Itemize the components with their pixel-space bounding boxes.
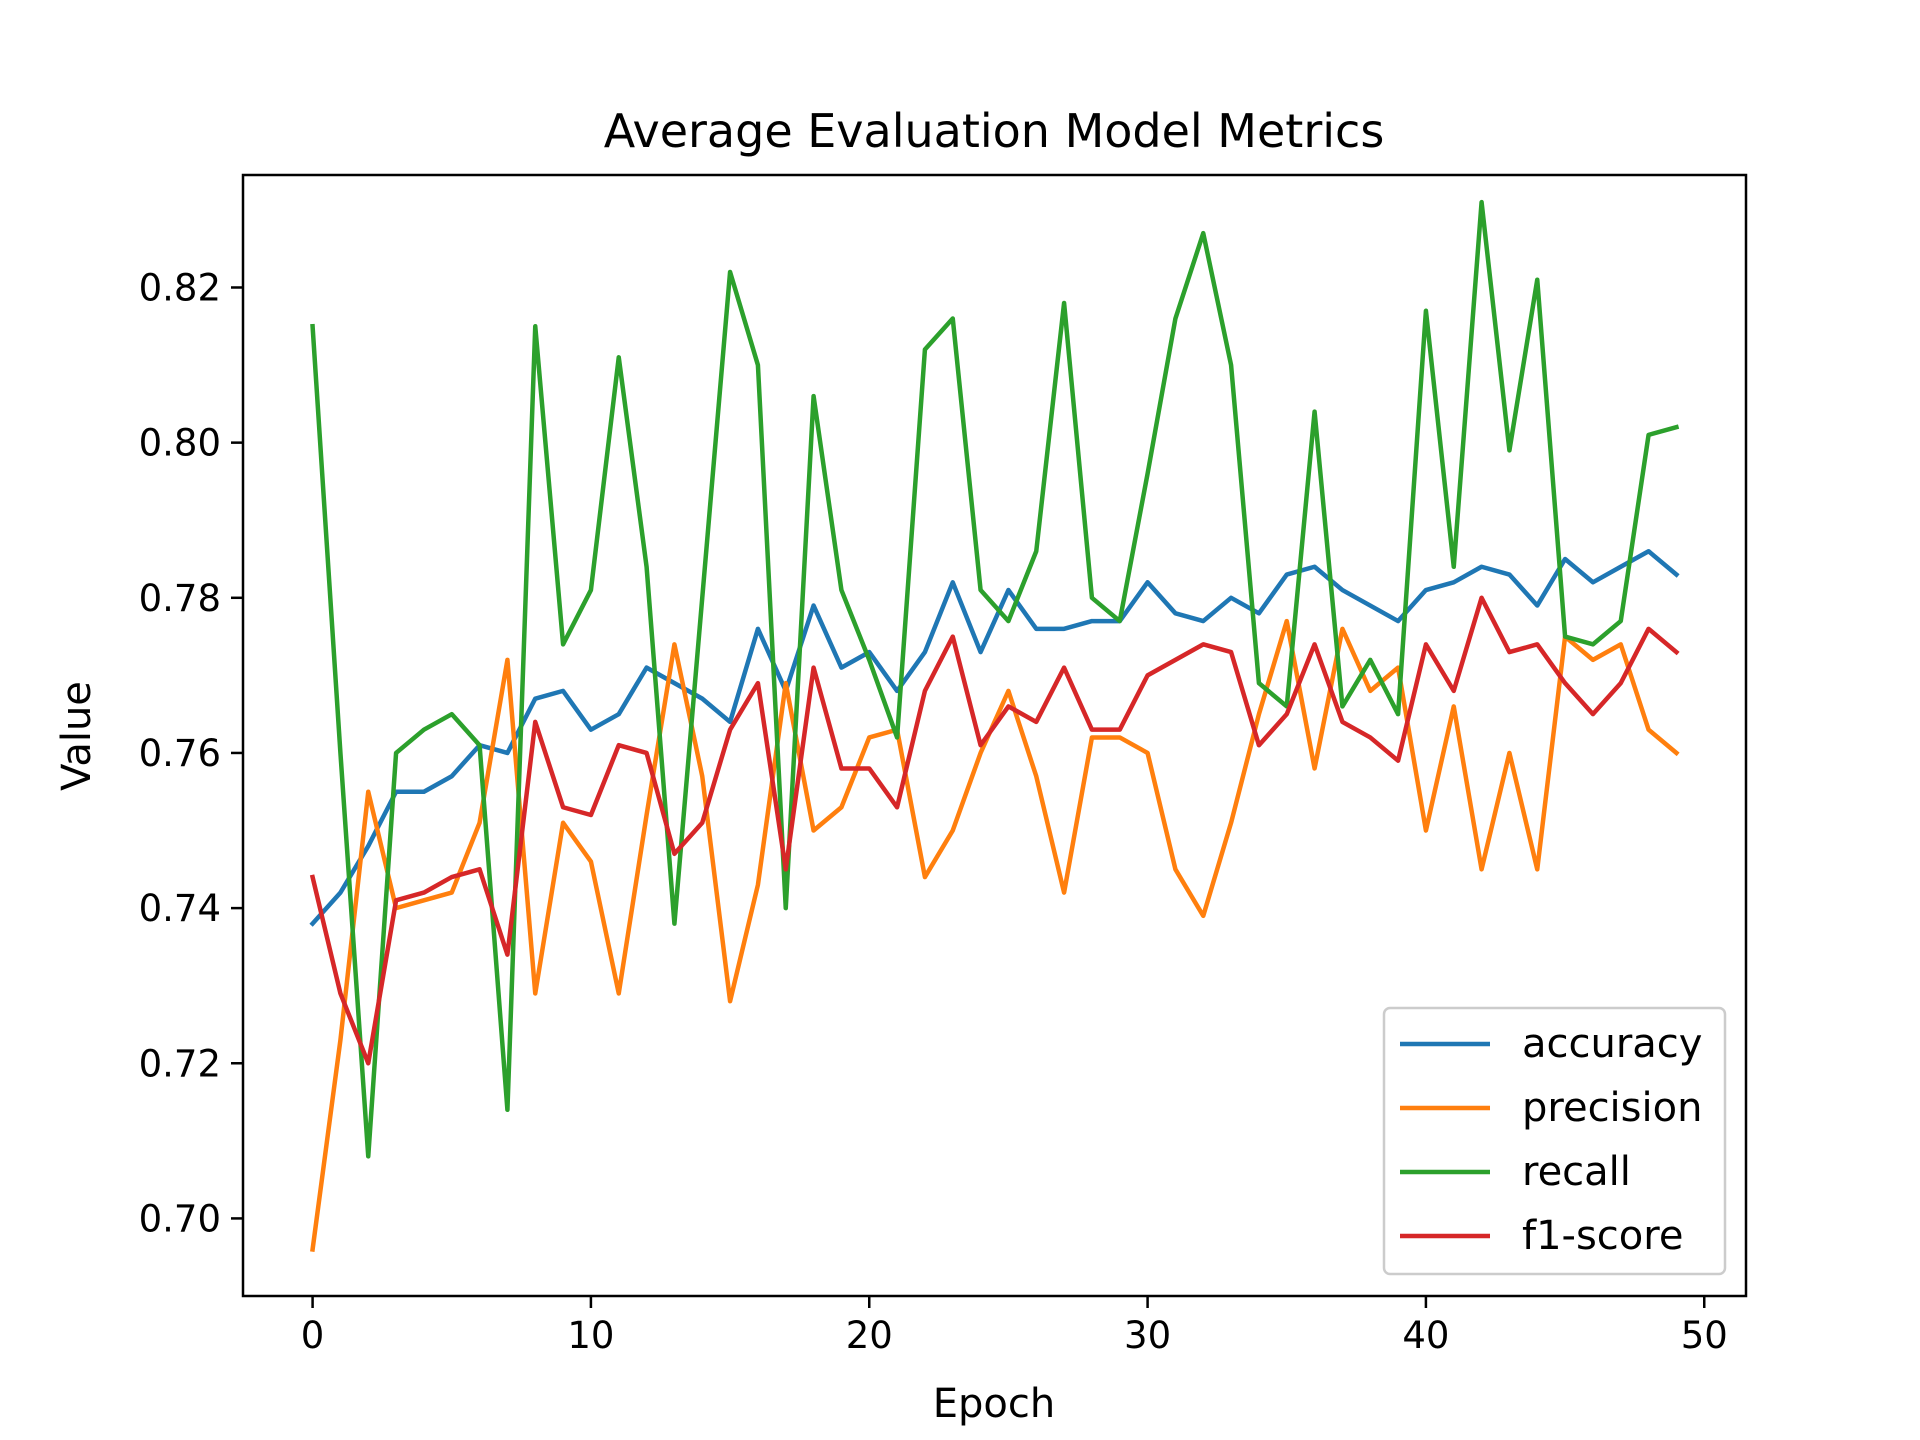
legend-label-accuracy: accuracy: [1522, 1021, 1702, 1067]
y-tick-label: 0.76: [139, 732, 221, 775]
legend-label-f1-score: f1-score: [1522, 1213, 1683, 1259]
x-axis-label: Epoch: [933, 1381, 1055, 1427]
y-axis-label: Value: [54, 681, 100, 791]
x-axis: 0 10 20 30 40 50: [301, 1296, 1728, 1357]
series-line-accuracy: [309, 549, 1680, 927]
x-tick-label: 50: [1681, 1314, 1728, 1357]
chart-title: Average Evaluation Model Metrics: [604, 104, 1385, 158]
series-line-recall: [310, 199, 1680, 1159]
legend-label-recall: recall: [1522, 1149, 1631, 1195]
y-tick-label: 0.74: [139, 887, 221, 930]
y-tick-label: 0.70: [139, 1197, 221, 1240]
x-tick-label: 20: [846, 1314, 893, 1357]
legend-box: [1382, 1006, 1727, 1276]
series-layer: [309, 199, 1680, 1252]
y-tick-label: 0.72: [139, 1042, 221, 1085]
x-tick-label: 40: [1402, 1314, 1449, 1357]
x-tick-label: 30: [1124, 1314, 1171, 1357]
series-line-f1-score: [309, 595, 1680, 1066]
y-axis: 0.70 0.72 0.74 0.76 0.78 0.80 0.82: [139, 266, 243, 1240]
series-line-precision: [310, 618, 1680, 1252]
plot-frame: [241, 173, 1748, 1298]
y-tick-label: 0.82: [139, 266, 221, 309]
y-tick-label: 0.80: [139, 422, 221, 465]
y-tick-label: 0.78: [139, 577, 221, 620]
legend-label-precision: precision: [1522, 1085, 1702, 1131]
x-tick-label: 0: [301, 1314, 325, 1357]
legend: accuracy precision recall f1-score: [1382, 1006, 1727, 1276]
x-tick-label: 10: [567, 1314, 614, 1357]
